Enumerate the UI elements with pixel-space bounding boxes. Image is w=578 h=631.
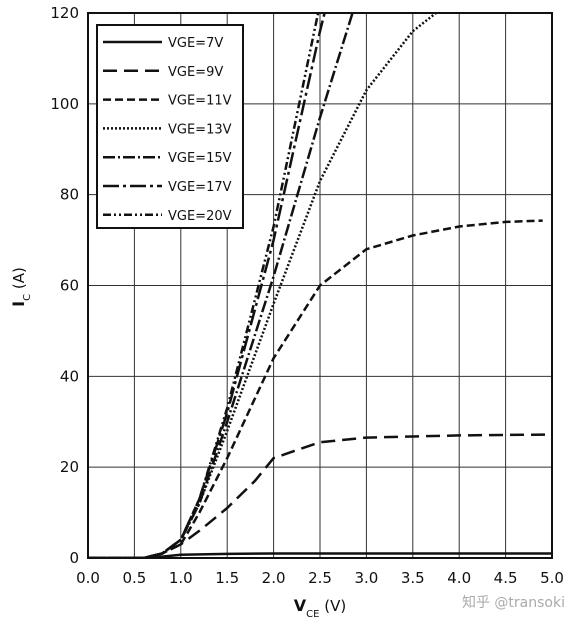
y-axis-label: IC (A) <box>9 267 33 307</box>
plot-frame <box>87 12 553 559</box>
x-tick-label: 4.5 <box>494 569 518 587</box>
y-axis-label-part: C <box>22 294 33 301</box>
legend-label: VGE=11V <box>168 94 232 109</box>
legend-label: VGE=13V <box>168 122 232 137</box>
legend-box <box>96 24 244 229</box>
x-axis-label-part: CE <box>306 609 319 620</box>
x-axis-label-part: (V) <box>319 597 346 615</box>
legend-label: VGE=17V <box>168 180 232 195</box>
x-tick-label: 0.5 <box>122 569 146 587</box>
x-tick-label: 3.0 <box>354 569 378 587</box>
y-tick-label: 120 <box>50 4 79 22</box>
y-tick-label: 80 <box>60 186 79 204</box>
x-axis-label: VCE (V) <box>294 596 346 620</box>
x-tick-label: 4.0 <box>447 569 471 587</box>
y-tick-label: 60 <box>60 277 79 295</box>
watermark: 知乎 @transoki <box>462 594 565 611</box>
legend-label: VGE=9V <box>168 65 223 80</box>
y-tick-label: 40 <box>60 367 79 385</box>
y-tick-label: 100 <box>50 95 79 113</box>
legend-label: VGE=7V <box>168 36 223 51</box>
y-axis-label-part: I <box>9 301 28 307</box>
x-tick-label: 1.5 <box>215 569 239 587</box>
x-tick-label: 1.0 <box>169 569 193 587</box>
series-line <box>88 219 543 558</box>
x-tick-label: 2.0 <box>262 569 286 587</box>
y-tick-label: 20 <box>60 458 79 476</box>
legend-label: VGE=15V <box>168 151 232 166</box>
x-tick-label: 3.5 <box>401 569 425 587</box>
y-tick-label: 0 <box>69 549 79 567</box>
y-axis-label-part: (A) <box>10 267 28 294</box>
x-tick-label: 0.0 <box>76 569 100 587</box>
x-tick-label: 5.0 <box>540 569 564 587</box>
legend-label: VGE=20V <box>168 209 232 224</box>
x-tick-label: 2.5 <box>308 569 332 587</box>
x-axis-label-part: V <box>294 596 307 615</box>
